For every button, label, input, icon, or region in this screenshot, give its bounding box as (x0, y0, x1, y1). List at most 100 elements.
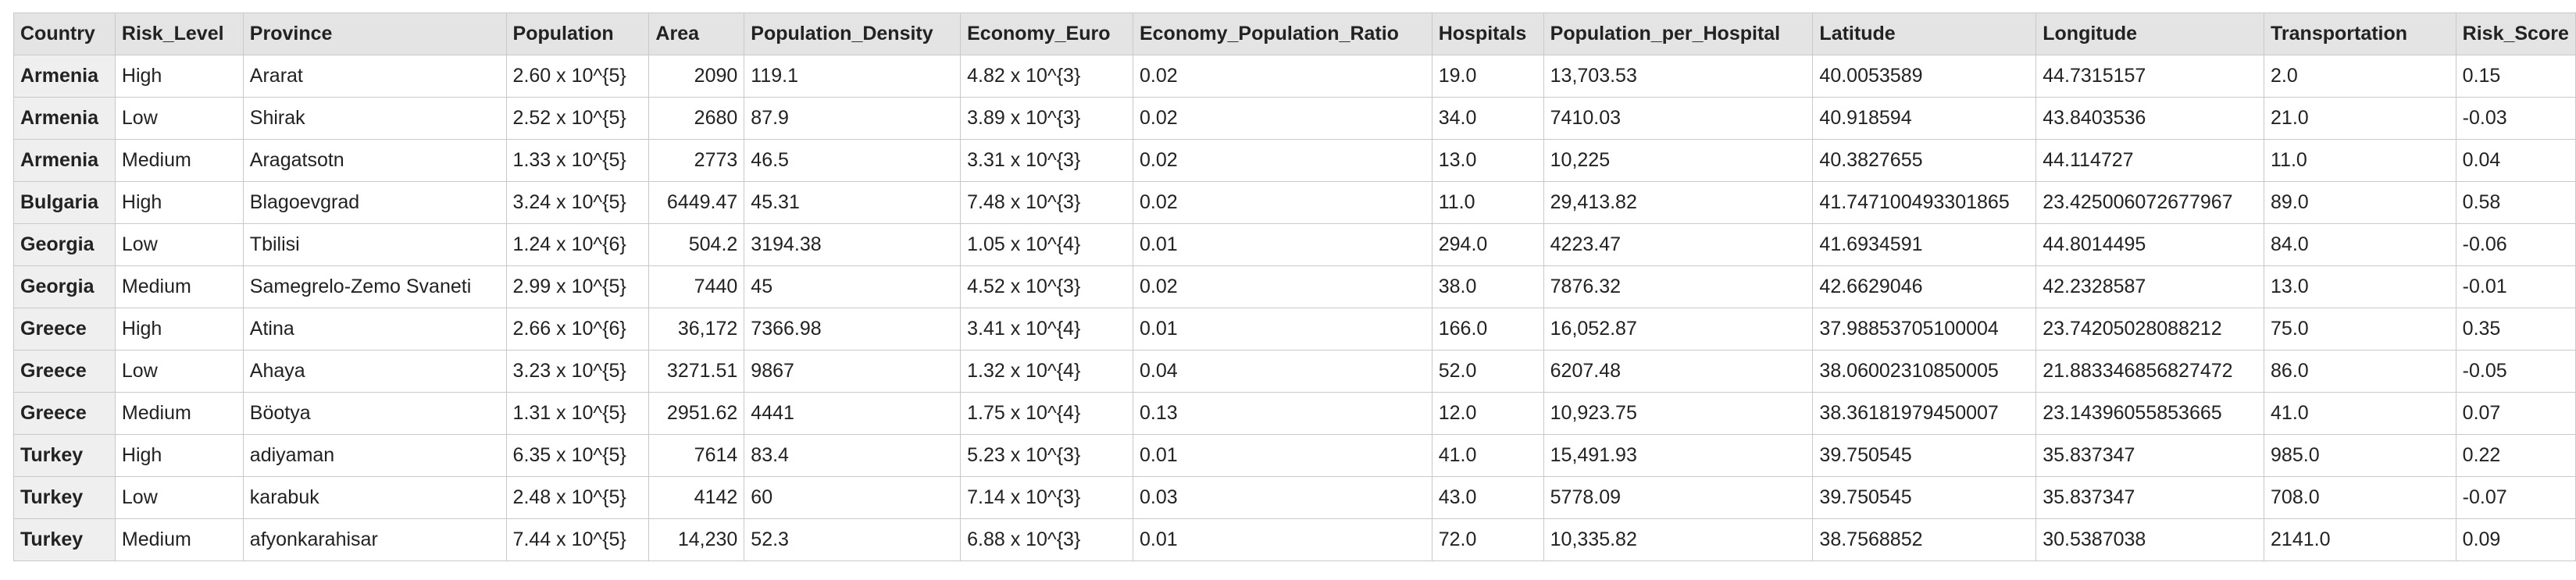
table-cell: 52.0 (1431, 350, 1544, 393)
table-cell: 2773 (648, 139, 745, 182)
table-cell: Greece (13, 392, 116, 435)
column-header: Risk_Level (114, 12, 244, 55)
table-cell: 2.48 x 10^{5} (505, 476, 650, 519)
table-cell: 11.0 (1431, 181, 1544, 224)
column-header: Hospitals (1431, 12, 1544, 55)
table-cell: 6.35 x 10^{5} (505, 434, 650, 477)
data-table: Country Risk_Level Province Population Area P… (13, 12, 2576, 561)
table-cell: 14,230 (648, 518, 745, 561)
table-cell: Low (114, 476, 244, 519)
table-cell: 4142 (648, 476, 745, 519)
table-cell: Böotya (242, 392, 507, 435)
table-cell: 1.33 x 10^{5} (505, 139, 650, 182)
table-cell: 2680 (648, 97, 745, 140)
table-cell: Medium (114, 265, 244, 308)
table-cell: 23.74205028088212 (2035, 308, 2265, 350)
table-cell: Medium (114, 518, 244, 561)
table-cell: Georgia (13, 265, 116, 308)
table-cell: 0.02 (1132, 97, 1432, 140)
table-cell: 44.8014495 (2035, 223, 2265, 266)
table-cell: 1.32 x 10^{4} (960, 350, 1133, 393)
table-cell: 708.0 (2264, 476, 2456, 519)
table-cell: Turkey (13, 476, 116, 519)
table-cell: 0.01 (1132, 434, 1432, 477)
table-cell: High (114, 181, 244, 224)
table-cell: 21.883346856827472 (2035, 350, 2265, 393)
table-cell: 41.0 (2264, 392, 2456, 435)
table-cell: Low (114, 223, 244, 266)
header-row: Country Risk_Level Province Population Area P… (13, 12, 2576, 55)
table-cell: 4.52 x 10^{3} (960, 265, 1133, 308)
table-cell: 0.02 (1132, 55, 1432, 98)
table-cell: 9867 (744, 350, 962, 393)
table-row: Greece High Atina 2.66 x 10^{6} 36,172 7366.9… (13, 308, 2576, 350)
table-cell: 6207.48 (1543, 350, 1814, 393)
table-row: Armenia High Ararat 2.60 x 10^{5} 2090 119.1 4… (13, 55, 2576, 98)
column-header: Economy_Euro (960, 12, 1133, 55)
table-cell: 35.837347 (2035, 434, 2265, 477)
table-cell: 89.0 (2264, 181, 2456, 224)
table-cell: 2.66 x 10^{6} (505, 308, 650, 350)
table-cell: Low (114, 350, 244, 393)
table-cell: 87.9 (744, 97, 962, 140)
table-cell: 166.0 (1431, 308, 1544, 350)
table-cell: 3.89 x 10^{3} (960, 97, 1133, 140)
table-cell: Greece (13, 308, 116, 350)
table-cell: 0.01 (1132, 308, 1432, 350)
table-cell: 75.0 (2264, 308, 2456, 350)
table-cell: 4441 (744, 392, 962, 435)
table-cell: afyonkarahisar (242, 518, 507, 561)
table-cell: High (114, 55, 244, 98)
table-row: Armenia Medium Aragatsotn 1.33 x 10^{5} 2773… (13, 139, 2576, 182)
table-cell: 5.23 x 10^{3} (960, 434, 1133, 477)
table-cell: 0.13 (1132, 392, 1432, 435)
table-cell: 294.0 (1431, 223, 1544, 266)
table-cell: karabuk (242, 476, 507, 519)
column-header: Latitude (1812, 12, 2037, 55)
table-cell: 43.8403536 (2035, 97, 2265, 140)
table-cell: 7.14 x 10^{3} (960, 476, 1133, 519)
table-row: Turkey Medium afyonkarahisar 7.44 x 10^{5} 1… (13, 518, 2576, 561)
table-cell: 0.35 (2455, 308, 2576, 350)
table-cell: 83.4 (744, 434, 962, 477)
table-cell: 2141.0 (2264, 518, 2456, 561)
table-cell: 119.1 (744, 55, 962, 98)
table-cell: 39.750545 (1812, 476, 2037, 519)
table-row: Greece Medium Böotya 1.31 x 10^{5} 2951.62 44… (13, 392, 2576, 435)
table-cell: 3.24 x 10^{5} (505, 181, 650, 224)
table-cell: 38.0 (1431, 265, 1544, 308)
column-header: Population_per_Hospital (1543, 12, 1814, 55)
table-cell: -0.05 (2455, 350, 2576, 393)
table-cell: Atina (242, 308, 507, 350)
table-cell: 38.7568852 (1812, 518, 2037, 561)
table-cell: 43.0 (1431, 476, 1544, 519)
table-cell: 37.98853705100004 (1812, 308, 2037, 350)
table-cell: 29,413.82 (1543, 181, 1814, 224)
table-cell: 0.07 (2455, 392, 2576, 435)
table-cell: 1.05 x 10^{4} (960, 223, 1133, 266)
table-cell: 42.2328587 (2035, 265, 2265, 308)
table-cell: Low (114, 97, 244, 140)
table-cell: Greece (13, 350, 116, 393)
table-cell: 7.44 x 10^{5} (505, 518, 650, 561)
table-row: Turkey High adiyaman 6.35 x 10^{5} 7614 83.4 5… (13, 434, 2576, 477)
table-cell: 10,335.82 (1543, 518, 1814, 561)
table-cell: 7876.32 (1543, 265, 1814, 308)
table-cell: adiyaman (242, 434, 507, 477)
table-row: Greece Low Ahaya 3.23 x 10^{5} 3271.51 9867 1.… (13, 350, 2576, 393)
table-cell: Medium (114, 139, 244, 182)
table-header: Country Risk_Level Province Population Area P… (13, 12, 2576, 55)
table-cell: 3194.38 (744, 223, 962, 266)
table-cell: Armenia (13, 55, 116, 98)
table-row: Turkey Low karabuk 2.48 x 10^{5} 4142 60 7.14 … (13, 476, 2576, 519)
table-cell: 2090 (648, 55, 745, 98)
table-cell: 15,491.93 (1543, 434, 1814, 477)
table-cell: 0.04 (1132, 350, 1432, 393)
table-cell: 1.31 x 10^{5} (505, 392, 650, 435)
column-header: Longitude (2035, 12, 2265, 55)
table-cell: 3.23 x 10^{5} (505, 350, 650, 393)
table-cell: 0.03 (1132, 476, 1432, 519)
table-cell: 30.5387038 (2035, 518, 2265, 561)
table-row: Georgia Low Tbilisi 1.24 x 10^{6} 504.2 3194.… (13, 223, 2576, 266)
table-cell: 52.3 (744, 518, 962, 561)
